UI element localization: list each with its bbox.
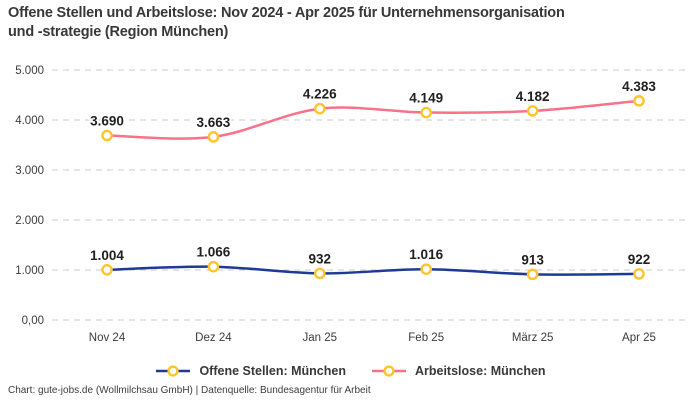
data-point-label: 1.066 xyxy=(197,245,231,260)
data-point-label: 932 xyxy=(309,251,332,266)
series-line-offene-stellen xyxy=(105,265,641,276)
legend-item-offene-stellen[interactable]: Offene Stellen: München xyxy=(154,364,346,378)
data-point-label: 922 xyxy=(628,252,651,267)
legend-swatch-line-marker-icon xyxy=(371,365,406,377)
chart-title-line2: und -strategie (Region München) xyxy=(8,24,229,40)
chart-title-line1: Offene Stellen und Arbeitslose: Nov 2024… xyxy=(8,5,565,21)
x-axis-tick-label: Feb 25 xyxy=(408,332,444,344)
data-point-label: 4.182 xyxy=(516,89,550,104)
data-point-label: 913 xyxy=(521,252,544,267)
y-axis-tick-label: 4.000 xyxy=(15,115,44,127)
data-point-marker xyxy=(313,102,326,115)
chart-attribution: Chart: gute-jobs.de (Wollmilchsau GmbH) … xyxy=(8,385,371,396)
y-axis-tick-label: 5.000 xyxy=(15,65,44,77)
data-point-label: 4.383 xyxy=(622,79,656,94)
data-point-marker xyxy=(633,95,645,107)
y-axis-tick-label: 0,00 xyxy=(22,315,44,327)
data-point-marker xyxy=(420,106,433,119)
data-point-marker xyxy=(207,131,220,143)
legend: Offene Stellen: München Arbeitslose: Mün… xyxy=(0,361,700,381)
x-axis-tick-label: Dez 24 xyxy=(195,332,232,344)
series-line-arbeitslose xyxy=(105,99,641,140)
data-point-label: 4.149 xyxy=(409,91,443,106)
legend-swatch-line-marker-icon xyxy=(156,365,191,377)
data-point-marker xyxy=(313,267,326,280)
chart-title: Offene Stellen und Arbeitslose: Nov 2024… xyxy=(8,4,672,42)
legend-item-arbeitslose[interactable]: Arbeitslose: München xyxy=(370,364,546,378)
y-axis-tick-label: 2.000 xyxy=(15,215,44,227)
x-axis-tick-label: Nov 24 xyxy=(89,332,126,344)
data-point-label: 1.004 xyxy=(90,248,124,263)
data-point-label: 1.016 xyxy=(409,247,443,262)
data-point-marker xyxy=(526,268,539,281)
data-point-marker xyxy=(420,263,433,276)
data-point-label: 3.690 xyxy=(90,114,124,129)
data-point-marker xyxy=(101,129,113,142)
y-axis-tick-label: 3.000 xyxy=(15,165,44,177)
data-point-marker xyxy=(207,260,220,273)
legend-label-offene-stellen: Offene Stellen: München xyxy=(199,364,346,378)
data-point-marker xyxy=(633,268,645,280)
x-axis-tick-label: März 25 xyxy=(512,332,554,344)
x-axis-tick-label: Apr 25 xyxy=(622,332,656,344)
x-axis-tick-label: Jan 25 xyxy=(303,332,338,344)
data-point-marker xyxy=(101,263,113,276)
data-point-label: 3.663 xyxy=(197,115,231,130)
legend-label-arbeitslose: Arbeitslose: München xyxy=(414,364,546,378)
data-point-label: 4.226 xyxy=(303,87,337,102)
data-point-marker xyxy=(526,105,539,117)
y-axis-tick-label: 1.000 xyxy=(15,265,44,277)
